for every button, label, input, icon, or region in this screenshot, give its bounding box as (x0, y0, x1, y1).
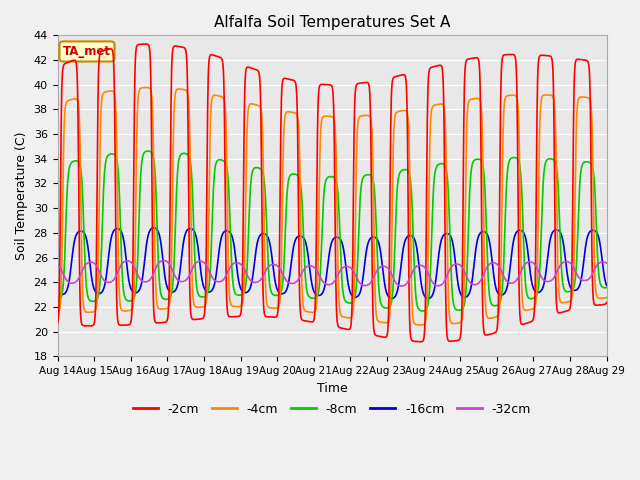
Title: Alfalfa Soil Temperatures Set A: Alfalfa Soil Temperatures Set A (214, 15, 450, 30)
Legend: -2cm, -4cm, -8cm, -16cm, -32cm: -2cm, -4cm, -8cm, -16cm, -32cm (128, 398, 536, 420)
Text: TA_met: TA_met (63, 45, 111, 58)
Y-axis label: Soil Temperature (C): Soil Temperature (C) (15, 132, 28, 260)
X-axis label: Time: Time (317, 382, 348, 395)
